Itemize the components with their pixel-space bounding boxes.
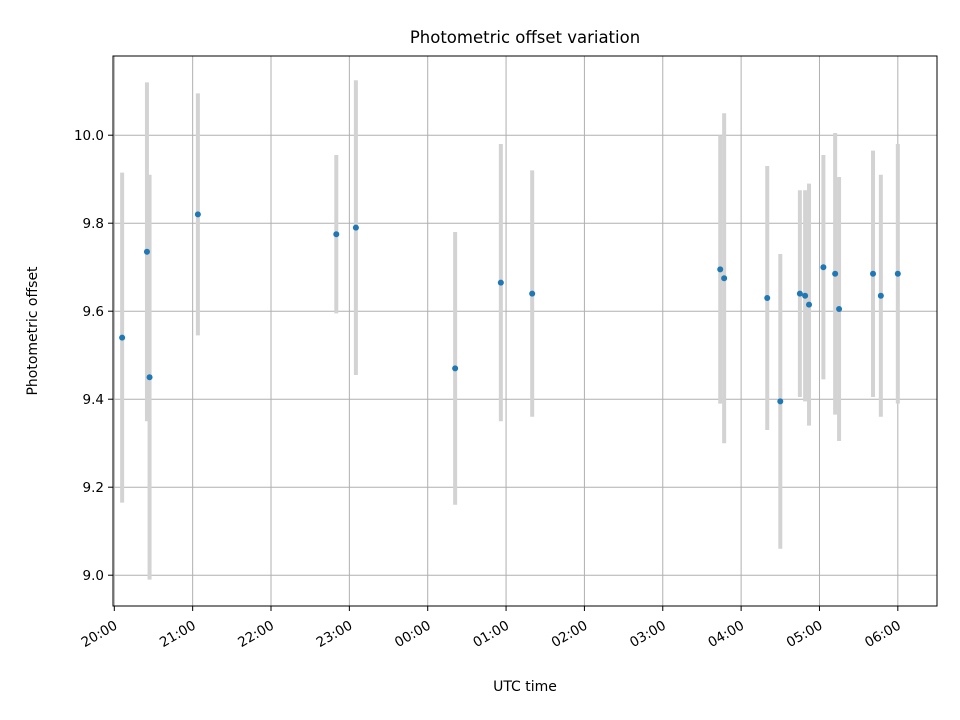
plot-frame — [112, 55, 938, 607]
x-axis-label: UTC time — [493, 679, 557, 695]
y-tick-label: 9.6 — [83, 304, 104, 320]
x-tick-label: 03:00 — [627, 618, 669, 651]
data-point — [529, 290, 536, 297]
x-tick-label: 22:00 — [235, 618, 277, 651]
y-axis-label: Photometric offset — [25, 266, 41, 396]
grid — [113, 56, 937, 606]
y-tick-label: 10.0 — [74, 128, 104, 144]
chart-title: Photometric offset variation — [410, 28, 640, 47]
data-point — [146, 374, 153, 381]
x-axis-ticks: 20:00 21:00 22:00 23:00 00:00 01:00 02:00 03:00… — [79, 606, 904, 651]
data-point — [806, 301, 813, 308]
data-point — [721, 275, 728, 282]
x-tick-label: 00:00 — [392, 618, 434, 651]
x-tick-label: 06:00 — [862, 618, 904, 651]
y-tick-label: 9.8 — [83, 216, 104, 232]
data-point — [352, 224, 359, 231]
data-point — [452, 365, 459, 372]
data-point — [877, 292, 884, 299]
x-tick-label: 04:00 — [705, 618, 747, 651]
x-tick-label: 05:00 — [784, 618, 826, 651]
x-tick-label: 01:00 — [470, 618, 512, 651]
data-point — [802, 292, 809, 299]
data-point — [119, 334, 126, 341]
data-point — [764, 295, 771, 301]
y-tick-label: 9.0 — [83, 568, 104, 584]
data-point — [796, 290, 803, 297]
data-point — [836, 306, 843, 312]
data-point — [717, 266, 724, 273]
y-axis-ticks: 9.0 9.2 9.4 9.6 9.8 10.0 — [74, 128, 113, 584]
data-point — [820, 264, 827, 271]
data-point — [143, 248, 150, 255]
data-point — [870, 270, 877, 277]
data-point — [894, 270, 901, 277]
x-tick-label: 23:00 — [314, 618, 356, 651]
data-points — [119, 211, 901, 405]
x-tick-label: 02:00 — [549, 618, 591, 651]
y-tick-label: 9.2 — [83, 480, 104, 496]
data-point — [832, 270, 839, 277]
data-point — [777, 398, 784, 405]
x-tick-label: 20:00 — [79, 618, 121, 651]
error-bars — [120, 80, 900, 580]
y-tick-label: 9.4 — [83, 392, 104, 408]
data-point — [497, 279, 504, 286]
x-tick-label: 21:00 — [157, 618, 199, 651]
data-point — [333, 231, 340, 238]
data-point — [194, 211, 201, 218]
